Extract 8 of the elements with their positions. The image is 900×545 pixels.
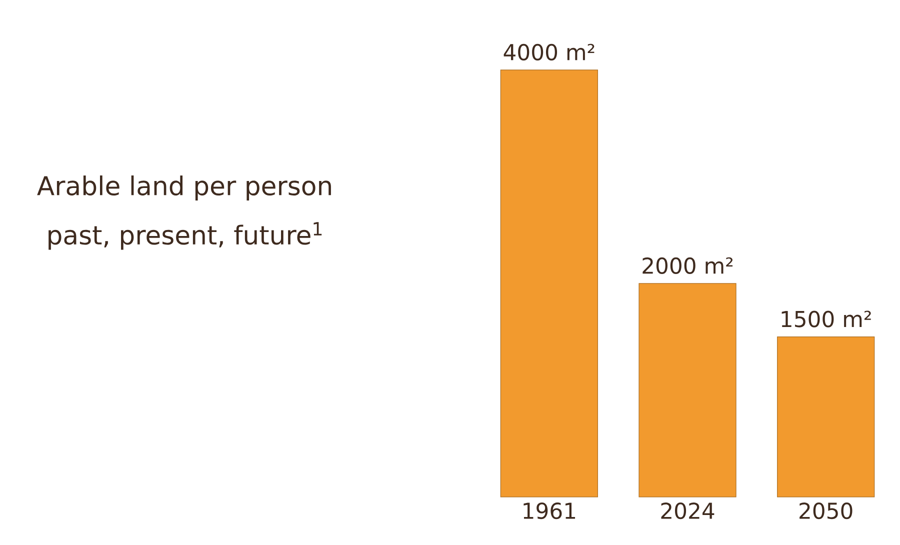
x-tick-label: 2024 <box>661 502 714 520</box>
x-tick-label: 1961 <box>524 502 576 520</box>
data-label: 1500 m² <box>782 310 871 328</box>
x-tick-label: 2050 <box>800 502 852 520</box>
text: Arable land per person <box>37 175 331 201</box>
text: past, present, future$^{1}$ <box>48 222 322 250</box>
data-label: 4000 m² <box>504 44 594 60</box>
data-label: 2000 m² <box>642 257 733 274</box>
